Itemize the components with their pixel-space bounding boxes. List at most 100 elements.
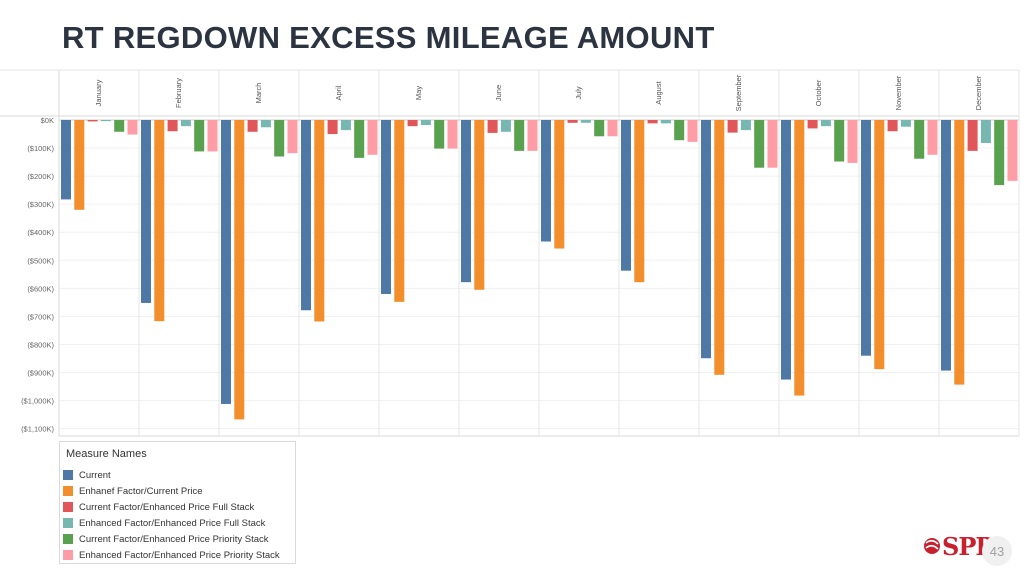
bar-october-series-3 xyxy=(807,120,818,129)
bar-april-series-4 xyxy=(340,120,351,131)
bar-february-series-6 xyxy=(207,120,218,152)
bar-july-series-2 xyxy=(554,120,565,249)
y-tick-label: ($700K) xyxy=(27,312,54,321)
bar-december-series-1 xyxy=(941,120,951,371)
y-tick-label: $0K xyxy=(41,116,54,125)
slide-title: RT REGDOWN EXCESS MILEAGE AMOUNT xyxy=(62,20,715,55)
legend-label: Current xyxy=(79,469,111,481)
bar-april-series-3 xyxy=(327,120,338,135)
month-label: May xyxy=(414,86,423,100)
legend-label: Enhanced Factor/Enhanced Price Full Stac… xyxy=(79,517,266,529)
bar-september-series-1 xyxy=(701,120,711,359)
bar-january-series-2 xyxy=(74,120,85,210)
bar-april-series-6 xyxy=(367,120,378,155)
y-tick-label: ($600K) xyxy=(27,284,54,293)
bar-july-series-6 xyxy=(607,120,618,137)
bar-may-series-5 xyxy=(434,120,445,149)
legend-title: Measure Names xyxy=(66,448,147,460)
bar-december-series-4 xyxy=(980,120,991,144)
month-label: July xyxy=(574,86,583,100)
bar-december-series-6 xyxy=(1007,120,1018,181)
bar-march-series-3 xyxy=(247,120,258,132)
y-axis: $0K ($100K) ($200K) ($300K) ($400K) ($500K) ($… xyxy=(21,70,60,436)
bar-october-series-5 xyxy=(834,120,845,162)
legend-item: Enhanef Factor/Current Price xyxy=(63,484,203,498)
bar-april-series-1 xyxy=(301,120,311,311)
bar-june-series-2 xyxy=(474,120,485,290)
bar-may-series-2 xyxy=(394,120,405,302)
bar-september-series-5 xyxy=(754,120,765,168)
bar-february-series-4 xyxy=(180,120,191,127)
legend-item: Current Factor/Enhanced Price Full Stack xyxy=(63,500,254,514)
legend-swatch xyxy=(63,486,73,496)
bar-june-series-6 xyxy=(527,120,538,151)
month-label: February xyxy=(174,78,183,108)
bar-june-series-4 xyxy=(500,120,511,132)
legend-label: Current Factor/Enhanced Price Priority S… xyxy=(79,533,269,545)
y-tick-label: ($1,000K) xyxy=(21,397,54,406)
bar-august-series-3 xyxy=(647,120,658,124)
y-tick-label: ($1,100K) xyxy=(21,425,54,434)
y-tick-label: ($200K) xyxy=(27,172,54,181)
legend-swatch xyxy=(63,534,73,544)
bar-august-series-2 xyxy=(634,120,645,283)
bar-may-series-3 xyxy=(407,120,418,127)
bar-february-series-2 xyxy=(154,120,165,322)
bar-april-series-2 xyxy=(314,120,325,322)
bar-september-series-4 xyxy=(740,120,751,131)
month-label: August xyxy=(654,80,663,104)
month-label: December xyxy=(974,75,983,110)
legend-item: Enhanced Factor/Enhanced Price Priority … xyxy=(63,548,280,562)
bar-march-series-4 xyxy=(260,120,271,128)
chart-bars xyxy=(61,120,1018,420)
bar-june-series-1 xyxy=(461,120,471,283)
legend-item: Current xyxy=(63,468,111,482)
bar-november-series-2 xyxy=(874,120,885,370)
y-tick-label: ($800K) xyxy=(27,340,54,349)
bar-september-series-6 xyxy=(767,120,778,168)
month-label: January xyxy=(94,79,103,106)
bar-november-series-4 xyxy=(900,120,911,127)
legend-item: Enhanced Factor/Enhanced Price Full Stac… xyxy=(63,516,265,530)
bar-december-series-5 xyxy=(994,120,1005,186)
bar-november-series-3 xyxy=(887,120,898,132)
legend-swatch xyxy=(63,550,73,560)
bar-august-series-1 xyxy=(621,120,631,271)
legend-label: Enhanef Factor/Current Price xyxy=(79,485,203,497)
y-tick-label: ($100K) xyxy=(27,144,54,153)
bar-august-series-4 xyxy=(660,120,671,124)
bar-october-series-2 xyxy=(794,120,805,396)
bar-january-series-4 xyxy=(100,120,111,122)
bar-chart: January February March April May June July Augu… xyxy=(0,69,1020,437)
month-headers: January February March April May June July Augu… xyxy=(94,74,983,111)
bar-march-series-1 xyxy=(221,120,231,404)
bar-september-series-2 xyxy=(714,120,725,375)
bar-november-series-1 xyxy=(861,120,871,356)
bar-august-series-5 xyxy=(674,120,685,141)
legend-swatch xyxy=(63,470,73,480)
bar-july-series-3 xyxy=(567,120,578,123)
month-dividers xyxy=(138,70,1020,436)
bar-march-series-2 xyxy=(234,120,245,420)
bar-july-series-5 xyxy=(594,120,605,137)
y-tick-label: ($900K) xyxy=(27,369,54,378)
bar-july-series-4 xyxy=(580,120,591,123)
y-tick-label: ($300K) xyxy=(27,200,54,209)
bar-march-series-6 xyxy=(287,120,298,154)
legend-swatch xyxy=(63,518,73,528)
bar-august-series-6 xyxy=(687,120,698,142)
bar-november-series-5 xyxy=(914,120,925,159)
bar-november-series-6 xyxy=(927,120,938,155)
page-number: 43 xyxy=(982,536,1012,566)
legend-label: Current Factor/Enhanced Price Full Stack xyxy=(79,501,255,513)
month-label: September xyxy=(734,74,743,111)
y-tick-label: ($500K) xyxy=(27,256,54,265)
spp-logo-mark-icon xyxy=(924,538,940,554)
bar-january-series-6 xyxy=(127,120,138,135)
bar-february-series-5 xyxy=(194,120,205,152)
bar-may-series-6 xyxy=(447,120,458,149)
month-label: November xyxy=(894,75,903,110)
bar-october-series-6 xyxy=(847,120,858,163)
bar-september-series-3 xyxy=(727,120,738,133)
month-label: October xyxy=(814,79,823,106)
